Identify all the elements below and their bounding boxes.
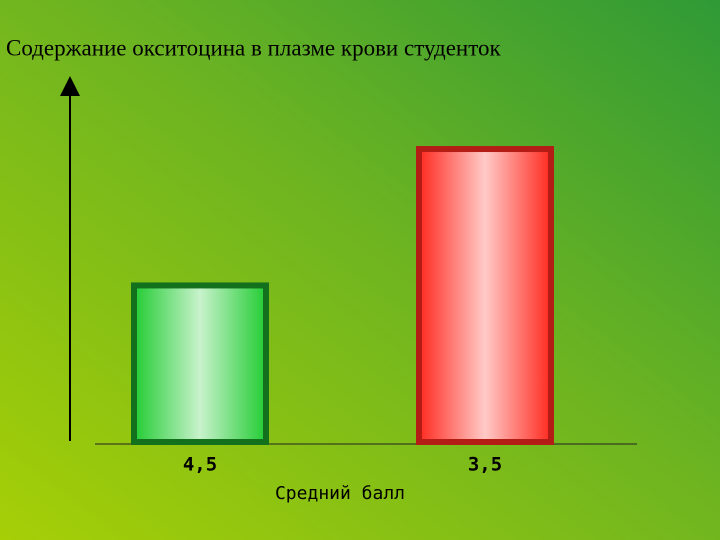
x-axis-label: Средний балл	[275, 483, 405, 504]
bar	[416, 146, 554, 445]
bar	[131, 282, 269, 446]
x-tick-label: 4,5	[183, 454, 217, 476]
x-tick-label: 3,5	[468, 454, 502, 476]
chart-title: Содержание окситоцина в плазме крови сту…	[6, 35, 501, 60]
